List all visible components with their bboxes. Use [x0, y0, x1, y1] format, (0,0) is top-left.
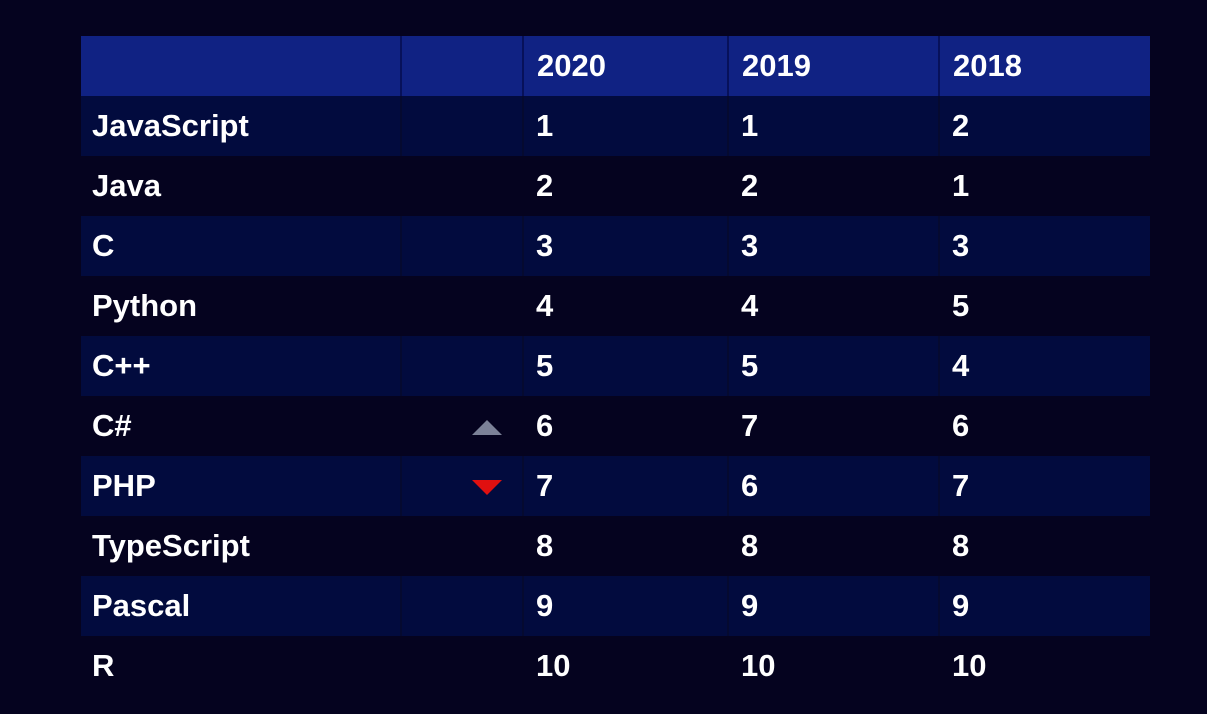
rank-cell-2019: 10 — [729, 636, 940, 696]
header-year-2018: 2018 — [940, 36, 1150, 96]
table-row: JavaScript 1 1 2 — [81, 96, 1150, 156]
language-cell: C# — [81, 396, 402, 456]
trend-cell — [402, 336, 524, 396]
header-year-2020: 2020 — [524, 36, 729, 96]
language-cell: PHP — [81, 456, 402, 516]
rank-cell-2018: 3 — [940, 216, 1150, 276]
trend-cell — [402, 216, 524, 276]
language-cell: JavaScript — [81, 96, 402, 156]
trend-cell — [402, 276, 524, 336]
rank-cell-2020: 9 — [524, 576, 729, 636]
rank-cell-2020: 10 — [524, 636, 729, 696]
table-row: R 10 10 10 — [81, 636, 1150, 696]
rank-cell-2020: 4 — [524, 276, 729, 336]
table-row: Pascal 9 9 9 — [81, 576, 1150, 636]
rank-cell-2020: 8 — [524, 516, 729, 576]
rank-cell-2020: 1 — [524, 96, 729, 156]
rank-cell-2018: 7 — [940, 456, 1150, 516]
rank-cell-2019: 1 — [729, 96, 940, 156]
trend-cell — [402, 96, 524, 156]
rank-cell-2019: 6 — [729, 456, 940, 516]
table-row: Python 4 4 5 — [81, 276, 1150, 336]
table-row: PHP 7 6 7 — [81, 456, 1150, 516]
language-cell: C++ — [81, 336, 402, 396]
language-cell: TypeScript — [81, 516, 402, 576]
ranking-table: 2020 2019 2018 JavaScript 1 1 2 Java 2 2 1 C 3 3 3 P… — [81, 36, 1150, 696]
rank-cell-2019: 9 — [729, 576, 940, 636]
rank-cell-2019: 8 — [729, 516, 940, 576]
table-row: TypeScript 8 8 8 — [81, 516, 1150, 576]
rank-cell-2019: 2 — [729, 156, 940, 216]
rank-cell-2020: 5 — [524, 336, 729, 396]
trend-cell — [402, 156, 524, 216]
rank-cell-2020: 3 — [524, 216, 729, 276]
rank-cell-2018: 8 — [940, 516, 1150, 576]
rank-cell-2018: 5 — [940, 276, 1150, 336]
trend-cell — [402, 516, 524, 576]
header-row: 2020 2019 2018 — [81, 36, 1150, 96]
rank-cell-2018: 10 — [940, 636, 1150, 696]
table-body: JavaScript 1 1 2 Java 2 2 1 C 3 3 3 Python 4 4 5 C++ 5 5 4 C… — [81, 96, 1150, 696]
rank-cell-2018: 1 — [940, 156, 1150, 216]
table-header: 2020 2019 2018 — [81, 36, 1150, 96]
rank-cell-2018: 2 — [940, 96, 1150, 156]
table-row: C++ 5 5 4 — [81, 336, 1150, 396]
trend-cell — [402, 576, 524, 636]
trend-cell — [402, 396, 524, 456]
header-language — [81, 36, 402, 96]
language-cell: R — [81, 636, 402, 696]
language-cell: Python — [81, 276, 402, 336]
rank-cell-2020: 7 — [524, 456, 729, 516]
rank-cell-2019: 3 — [729, 216, 940, 276]
table-row: Java 2 2 1 — [81, 156, 1150, 216]
table-row: C# 6 7 6 — [81, 396, 1150, 456]
rank-cell-2019: 5 — [729, 336, 940, 396]
language-cell: Pascal — [81, 576, 402, 636]
rank-cell-2018: 9 — [940, 576, 1150, 636]
rank-cell-2019: 7 — [729, 396, 940, 456]
trend-cell — [402, 636, 524, 696]
rank-cell-2019: 4 — [729, 276, 940, 336]
language-cell: Java — [81, 156, 402, 216]
trend-cell — [402, 456, 524, 516]
triangle-down-icon — [472, 480, 502, 496]
header-trend — [402, 36, 524, 96]
language-cell: C — [81, 216, 402, 276]
rank-cell-2020: 6 — [524, 396, 729, 456]
rank-cell-2018: 6 — [940, 396, 1150, 456]
triangle-up-icon — [472, 420, 502, 436]
header-year-2019: 2019 — [729, 36, 940, 96]
rank-cell-2020: 2 — [524, 156, 729, 216]
rank-cell-2018: 4 — [940, 336, 1150, 396]
